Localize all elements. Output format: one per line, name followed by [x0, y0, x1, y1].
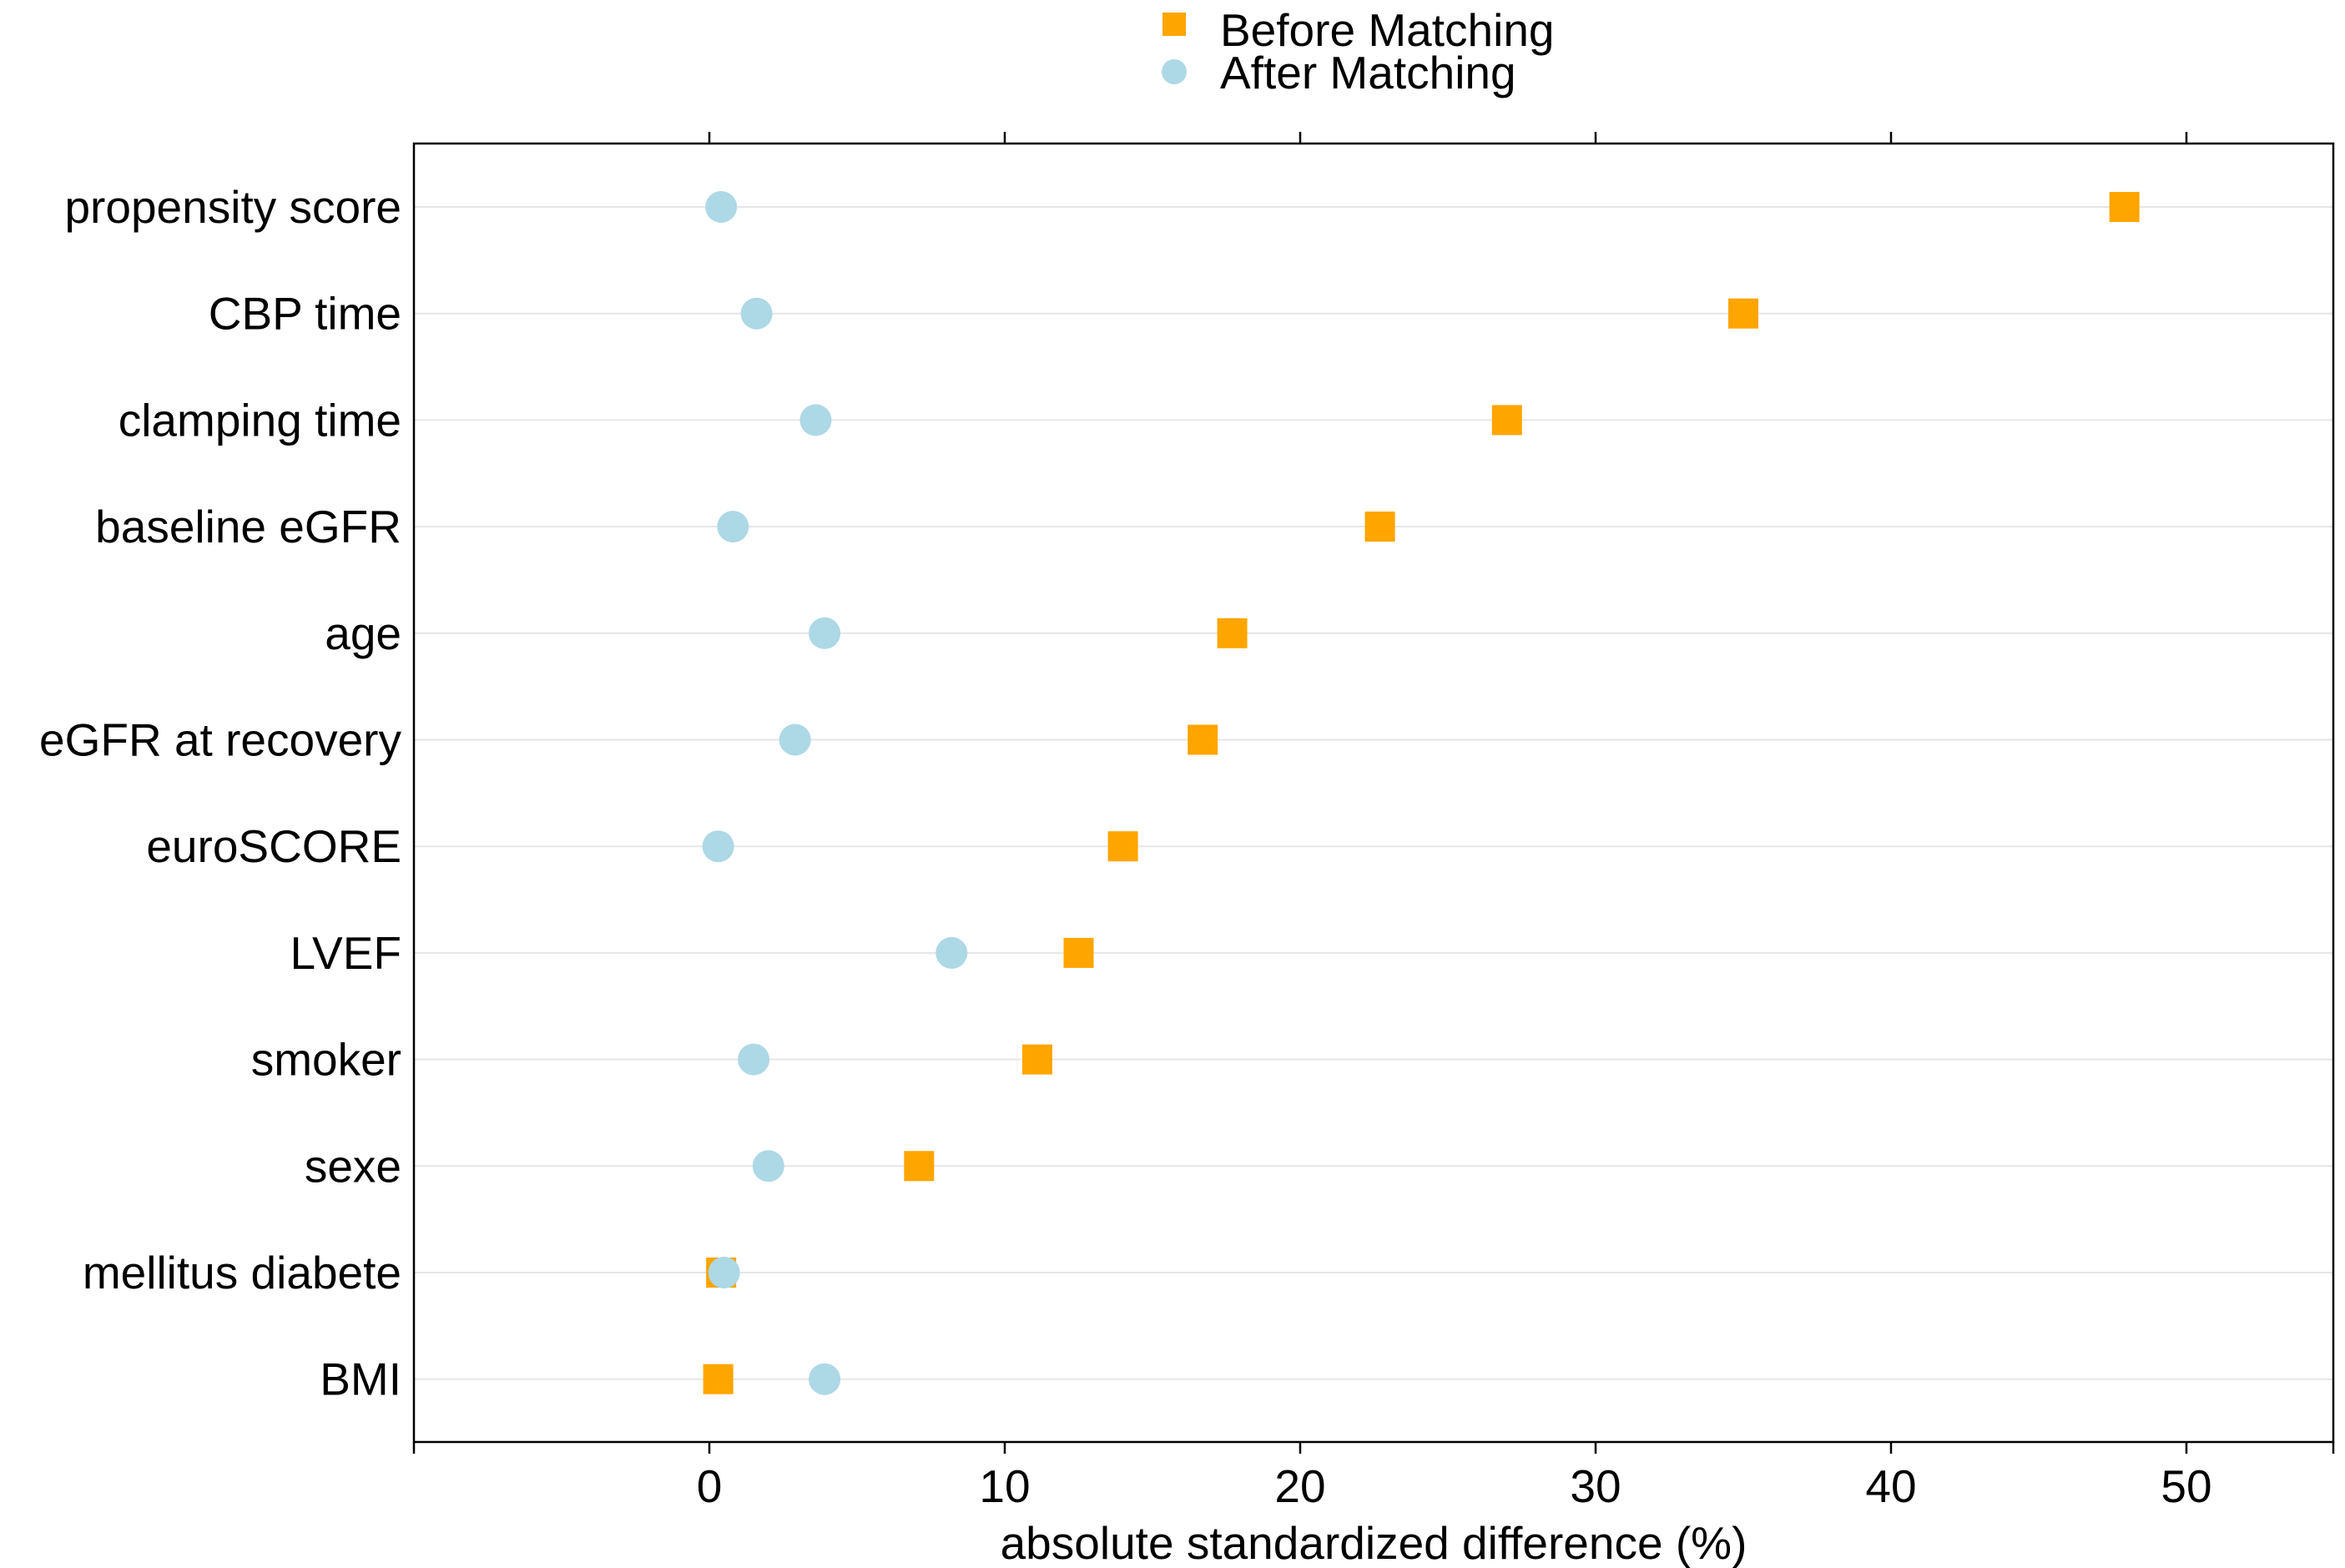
point-after-matching — [705, 191, 738, 223]
markers — [702, 191, 2140, 1395]
point-after-matching — [799, 404, 832, 436]
point-before-matching — [2109, 192, 2140, 222]
x-tick-label: 50 — [2161, 1460, 2211, 1512]
category-label: clamping time — [119, 394, 401, 446]
x-tick-label: 20 — [1274, 1460, 1325, 1512]
category-label: mellitus diabete — [83, 1247, 401, 1298]
category-label: eGFR at recovery — [39, 714, 402, 766]
x-tick-label: 10 — [979, 1460, 1030, 1512]
point-after-matching — [809, 617, 841, 649]
point-after-matching — [717, 511, 749, 543]
x-tick-label: 0 — [697, 1460, 723, 1512]
point-before-matching — [1491, 405, 1522, 436]
category-label: sexe — [305, 1140, 401, 1192]
category-label: age — [325, 608, 401, 659]
point-before-matching — [1188, 724, 1218, 755]
gridlines — [414, 206, 2333, 1380]
point-after-matching — [935, 936, 968, 969]
category-labels: propensity score CBP time clamping time bas… — [39, 181, 402, 1405]
legend-label-after: After Matching — [1220, 47, 1516, 98]
x-axis-title: absolute standardized difference (%) — [1001, 1517, 1747, 1568]
point-before-matching — [1107, 831, 1138, 862]
point-after-matching — [702, 830, 734, 863]
point-after-matching — [779, 723, 811, 756]
legend-marker-after — [1162, 59, 1187, 84]
x-tick-label: 30 — [1570, 1460, 1621, 1512]
point-after-matching — [740, 297, 773, 330]
category-label: euroSCORE — [146, 820, 401, 872]
point-before-matching — [1217, 618, 1248, 648]
point-before-matching — [703, 1364, 734, 1394]
x-axis-ticks: 0 10 20 30 40 50 — [412, 132, 2335, 1512]
category-label: baseline eGFR — [95, 501, 401, 552]
point-after-matching — [738, 1043, 770, 1076]
category-label: CBP time — [209, 288, 401, 340]
point-before-matching — [1063, 937, 1094, 968]
legend-marker-before — [1162, 13, 1186, 36]
plot-frame — [412, 142, 2335, 1444]
category-label: smoker — [251, 1034, 401, 1086]
point-before-matching — [1364, 512, 1395, 542]
point-after-matching — [752, 1150, 784, 1182]
x-tick-label: 40 — [1865, 1460, 1916, 1512]
point-before-matching — [904, 1151, 935, 1182]
category-label: LVEF — [290, 927, 401, 979]
point-before-matching — [1728, 298, 1758, 329]
point-after-matching — [708, 1257, 740, 1288]
legend: Before Matching After Matching — [1162, 4, 1555, 98]
point-after-matching — [809, 1363, 841, 1395]
legend-label-before: Before Matching — [1220, 4, 1555, 56]
point-before-matching — [1021, 1044, 1052, 1075]
category-label: BMI — [320, 1354, 401, 1405]
category-label: propensity score — [64, 181, 401, 233]
